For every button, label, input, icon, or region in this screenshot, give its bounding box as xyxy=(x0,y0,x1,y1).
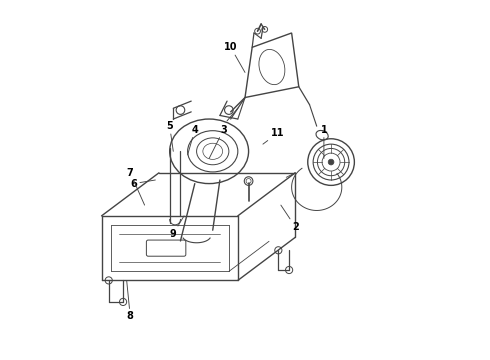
Text: 9: 9 xyxy=(170,216,184,239)
Text: 2: 2 xyxy=(281,205,298,231)
Text: 7: 7 xyxy=(127,168,145,205)
Text: 8: 8 xyxy=(126,280,134,321)
Text: 6: 6 xyxy=(130,179,155,189)
Text: 4: 4 xyxy=(188,125,198,155)
Text: 5: 5 xyxy=(166,121,173,151)
Text: 3: 3 xyxy=(209,125,227,158)
Text: 10: 10 xyxy=(224,42,245,72)
Circle shape xyxy=(328,159,334,165)
Text: 11: 11 xyxy=(263,129,284,144)
Text: 1: 1 xyxy=(320,125,327,158)
